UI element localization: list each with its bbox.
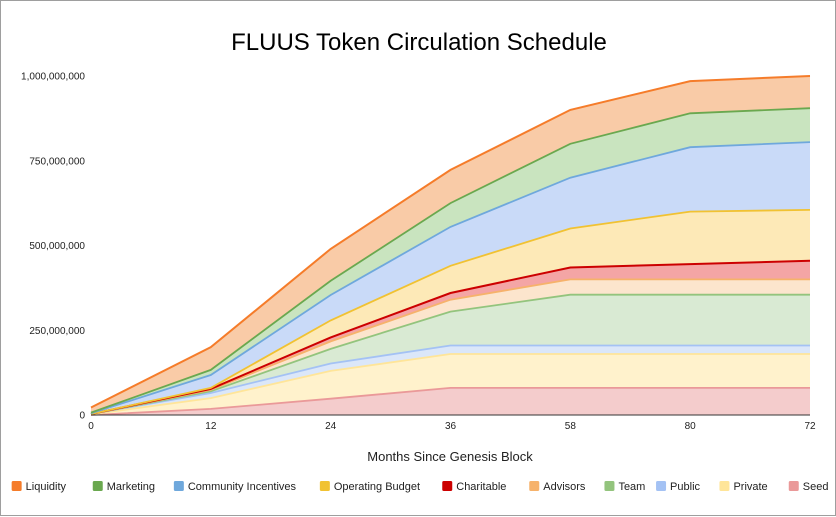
area-public (91, 345, 810, 415)
x-tick-label: 58 (565, 421, 577, 432)
legend-swatch (173, 481, 184, 491)
legend-label: Advisors (543, 481, 586, 493)
legend-item-operating-budget: Operating Budget (319, 481, 420, 493)
legend-label: Marketing (107, 481, 155, 493)
area-team (91, 294, 810, 414)
chart-title: FLUUS Token Circulation Schedule (231, 29, 607, 56)
legend-swatch (92, 481, 103, 491)
area-community-incentives (91, 142, 810, 414)
legend-swatch (11, 481, 22, 491)
line-public (90, 344, 810, 415)
area-marketing (91, 108, 810, 414)
legend-label: Seed (803, 481, 829, 493)
line-marketing (90, 107, 811, 414)
y-tick-label: 500,000,000 (29, 241, 85, 252)
line-private (90, 353, 810, 416)
legend-item-advisors: Advisors (529, 481, 586, 493)
y-tick-label: 750,000,000 (29, 156, 85, 167)
x-axis-label: Months Since Genesis Block (367, 449, 533, 464)
line-liquidity (90, 75, 811, 409)
legend-item-liquidity: Liquidity (11, 481, 67, 493)
legend: Liquidity Marketing Community Incentives Op… (11, 481, 829, 493)
line-seed (90, 387, 810, 416)
line-charitable (90, 259, 811, 415)
x-axis-ticks: 0 12 24 36 58 80 72 (88, 421, 816, 432)
legend-swatch (529, 481, 540, 491)
legend-label: Charitable (456, 481, 506, 493)
legend-swatch (788, 481, 799, 491)
stacked-areas (91, 76, 810, 415)
y-tick-label: 250,000,000 (29, 326, 85, 337)
legend-label: Private (733, 481, 767, 493)
area-advisors (91, 279, 810, 414)
legend-item-community-incentives: Community Incentives (173, 481, 297, 493)
legend-item-seed: Seed (788, 481, 829, 493)
line-community-incentives (90, 141, 811, 415)
legend-label: Operating Budget (334, 481, 420, 493)
area-charitable (91, 260, 810, 414)
legend-label: Public (670, 481, 700, 493)
y-tick-label: 1,000,000,000 (21, 72, 85, 83)
x-tick-label: 24 (325, 421, 337, 432)
y-axis-ticks: 0 250,000,000 500,000,000 750,000,000 1,000,… (21, 72, 85, 422)
x-tick-label: 36 (445, 421, 457, 432)
x-tick-label: 0 (88, 421, 94, 432)
legend-swatch (719, 481, 730, 491)
legend-item-private: Private (719, 481, 768, 493)
legend-item-charitable: Charitable (442, 481, 506, 493)
area-seed (91, 387, 810, 415)
legend-label: Team (618, 481, 645, 493)
legend-swatch (604, 481, 615, 491)
x-tick-label: 80 (685, 421, 697, 432)
legend-swatch (319, 481, 330, 491)
legend-item-marketing: Marketing (92, 481, 155, 493)
x-tick-label: 12 (205, 421, 217, 432)
legend-item-team: Team (604, 481, 645, 493)
x-tick-label: 72 (804, 421, 816, 432)
legend-label: Liquidity (26, 481, 67, 493)
legend-swatch (442, 481, 453, 491)
legend-label: Community Incentives (188, 481, 297, 493)
series-lines (90, 75, 811, 416)
legend-swatch (656, 481, 667, 491)
line-operating-budget (90, 209, 811, 415)
legend-item-public: Public (656, 481, 701, 493)
area-private (91, 354, 810, 415)
area-liquidity (91, 76, 810, 413)
line-team (90, 293, 810, 415)
y-tick-label: 0 (79, 411, 85, 422)
